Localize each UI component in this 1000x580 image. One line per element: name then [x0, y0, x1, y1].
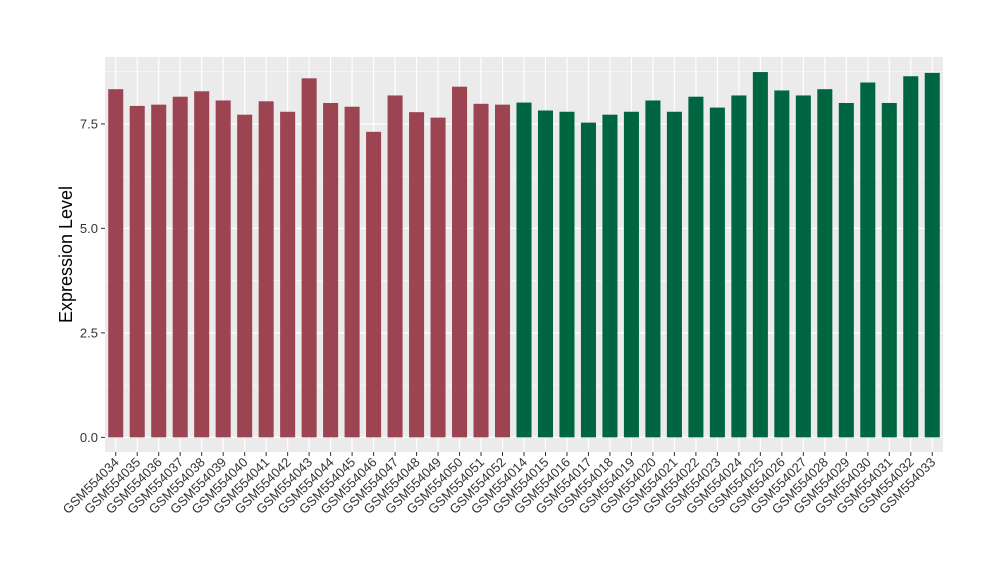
bar-GSM554028	[817, 89, 833, 438]
bar-GSM554016	[559, 111, 575, 438]
bar-GSM554047	[387, 95, 403, 438]
bar-GSM554051	[473, 103, 489, 438]
bar-GSM554038	[194, 91, 210, 438]
y-axis: 0.0 2.5 5.0 7.5	[80, 116, 105, 445]
bar-GSM554020	[645, 100, 661, 438]
bar-GSM554044	[323, 102, 339, 438]
bar-GSM554039	[215, 100, 231, 438]
bar-GSM554023	[709, 107, 725, 438]
bar-GSM554043	[301, 78, 317, 438]
bar-GSM554042	[280, 111, 296, 438]
y-tick-label: 2.5	[80, 325, 98, 340]
bars	[108, 72, 940, 438]
bar-GSM554032	[903, 76, 919, 438]
bar-GSM554033	[924, 72, 940, 438]
bar-GSM554030	[860, 82, 876, 438]
bar-GSM554048	[409, 112, 425, 438]
bar-GSM554025	[752, 72, 768, 438]
bar-GSM554014	[516, 102, 532, 438]
bar-GSM554035	[129, 105, 145, 438]
bar-GSM554027	[795, 95, 811, 438]
bar-GSM554052	[494, 104, 511, 438]
x-axis: GSM554034GSM554035GSM554036GSM554037GSM5…	[60, 452, 938, 517]
bar-GSM554040	[237, 114, 253, 438]
bar-GSM554036	[151, 104, 167, 438]
bar-GSM554049	[430, 117, 446, 438]
bar-GSM554021	[666, 111, 682, 438]
y-tick-label: 5.0	[80, 221, 98, 236]
bar-GSM554045	[344, 106, 360, 438]
bar-GSM554034	[108, 89, 124, 438]
bar-GSM554050	[452, 86, 468, 438]
bar-GSM554024	[731, 95, 747, 438]
y-tick-label: 0.0	[80, 430, 98, 445]
bar-GSM554029	[838, 102, 854, 438]
bar-GSM554031	[881, 102, 897, 438]
y-tick-label: 7.5	[80, 116, 98, 131]
bar-GSM554046	[366, 131, 382, 438]
bar-GSM554041	[258, 101, 274, 438]
bar-GSM554022	[688, 96, 704, 438]
bar-GSM554017	[580, 122, 596, 438]
bar-GSM554019	[623, 111, 639, 438]
bar-GSM554015	[537, 110, 554, 438]
y-axis-label: Expression Level	[56, 186, 76, 323]
bar-GSM554018	[602, 114, 618, 438]
bar-GSM554026	[774, 90, 790, 438]
bar-GSM554037	[172, 96, 188, 438]
